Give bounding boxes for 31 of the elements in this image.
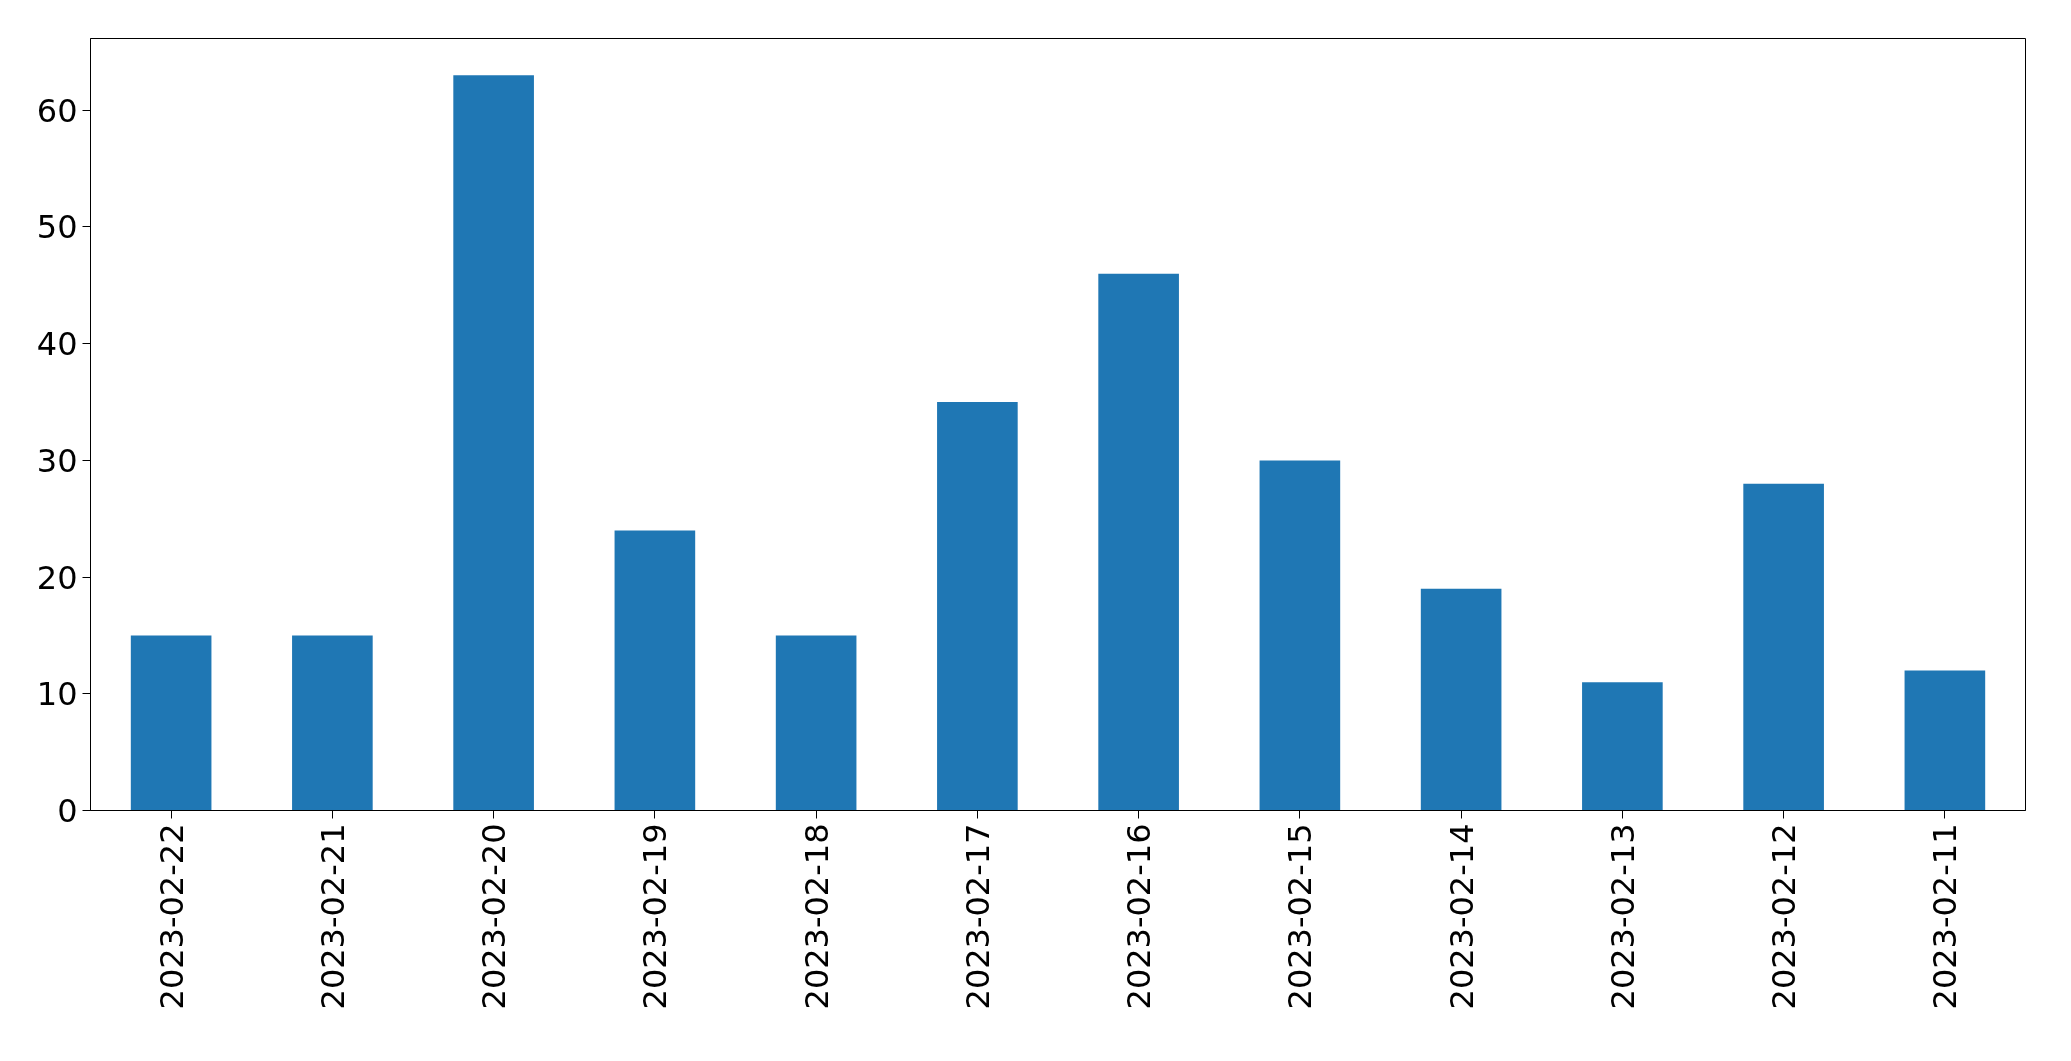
- bar: [1259, 460, 1341, 811]
- x-tick-label: 2023-02-20: [475, 823, 514, 1010]
- y-tick-label: 30: [36, 441, 78, 480]
- y-tick-label: 40: [36, 325, 78, 364]
- x-tick-label: 2023-02-14: [1442, 823, 1481, 1010]
- y-tick-label: 20: [36, 558, 78, 597]
- bar: [937, 402, 1018, 811]
- bar: [614, 530, 696, 811]
- y-tick-label: 0: [57, 792, 78, 830]
- x-tick-label: 2023-02-13: [1603, 823, 1642, 1010]
- bar: [1098, 273, 1179, 811]
- x-tick-label: 2023-02-15: [1281, 823, 1320, 1010]
- y-tick-label: 10: [36, 675, 78, 714]
- bar: [1743, 483, 1824, 811]
- bar: [1420, 588, 1502, 811]
- y-tick-label: 60: [36, 91, 78, 130]
- bar: [1904, 670, 1986, 811]
- x-tick-label: 2023-02-11: [1926, 823, 1965, 1010]
- x-tick-label: 2023-02-18: [797, 823, 836, 1010]
- x-tick-label: 2023-02-19: [636, 823, 675, 1010]
- bar: [1582, 682, 1663, 811]
- x-tick-label: 2023-02-17: [958, 823, 997, 1010]
- y-tick-label: 50: [36, 208, 78, 247]
- bar: [453, 75, 534, 811]
- x-tick-label: 2023-02-21: [313, 823, 352, 1010]
- x-tick-label: 2023-02-12: [1765, 823, 1804, 1010]
- bar: [292, 635, 373, 811]
- x-tick-label: 2023-02-16: [1120, 823, 1159, 1010]
- bar: [775, 635, 857, 811]
- x-tick-label: 2023-02-22: [152, 823, 191, 1010]
- bar: [130, 635, 212, 811]
